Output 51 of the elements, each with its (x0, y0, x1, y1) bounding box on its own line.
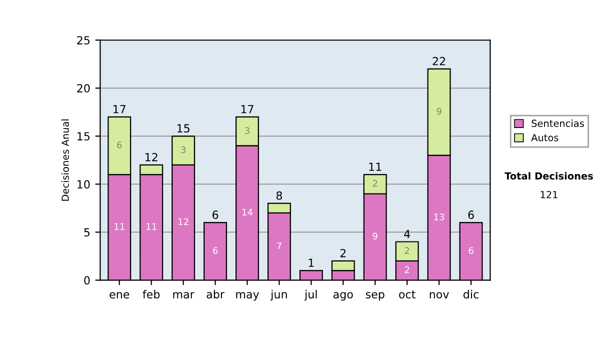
y-tick-label: 20 (77, 84, 90, 93)
y-tick-label: 15 (78, 132, 90, 141)
x-tick-label: abr (206, 290, 224, 298)
total-label: 15 (177, 124, 190, 133)
data-label: 11 (114, 223, 124, 230)
total-label: 12 (146, 152, 158, 162)
legend-label: Sentencias (532, 119, 584, 128)
total-label: 2 (340, 248, 346, 258)
data-label: 3 (245, 127, 250, 134)
x-tick-label: sep (366, 292, 384, 301)
y-axis-title: Decisiones Anual (61, 119, 69, 201)
total-label: 6 (468, 210, 474, 219)
data-label: 14 (242, 208, 252, 216)
total-label: 17 (241, 105, 254, 114)
data-label: 2 (404, 247, 410, 254)
x-tick-label: may (236, 292, 260, 301)
data-label: 2 (404, 266, 410, 274)
data-label: 12 (178, 218, 188, 226)
y-tick-label: 5 (84, 228, 90, 237)
x-tick-label: oct (399, 290, 416, 298)
total-label: 1 (308, 258, 314, 267)
total-label: 4 (404, 230, 410, 238)
data-label: 9 (372, 232, 378, 240)
text: Total Decisiones (504, 172, 593, 180)
x-tick-label: dic (464, 290, 478, 298)
data-label: 7 (277, 242, 282, 250)
data-label: 3 (181, 146, 186, 154)
total-label: 22 (432, 56, 446, 66)
x-tick-label: mar (173, 292, 194, 298)
x-tick-label: jun (270, 290, 287, 301)
x-tick-label: ago (333, 292, 353, 301)
data-label: 13 (434, 214, 444, 220)
y-tick-label: 0 (84, 276, 90, 285)
x-tick-label: ene (110, 292, 130, 298)
y-tick-label: 25 (77, 36, 90, 44)
x-tick-label: jul (304, 290, 317, 301)
data-label: 6 (468, 247, 474, 254)
data-label: 6 (117, 142, 122, 148)
total-label: 6 (212, 210, 218, 219)
total-label: 8 (276, 191, 282, 200)
legend-label: Autos (531, 134, 558, 142)
x-tick-label: nov (430, 292, 449, 298)
data-label: 2 (372, 180, 378, 187)
data-label: 6 (213, 247, 218, 254)
total-label: 17 (114, 105, 126, 114)
data-label: 11 (146, 223, 156, 230)
x-tick-label: feb (142, 290, 160, 298)
total-label: 11 (369, 162, 382, 171)
text: 121 (540, 190, 558, 198)
data-label: 9 (436, 108, 442, 115)
y-tick-label: 10 (78, 180, 90, 189)
